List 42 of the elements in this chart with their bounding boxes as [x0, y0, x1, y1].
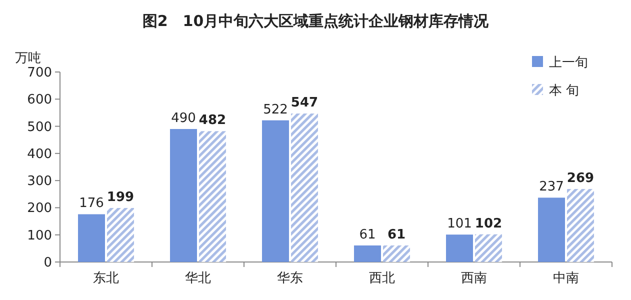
data-label: 490: [171, 111, 196, 126]
x-tick-label: 中南: [553, 271, 579, 286]
y-tick-label: 600: [27, 92, 52, 108]
bar: [199, 131, 226, 262]
data-label: 482: [198, 113, 226, 128]
bar: [262, 120, 289, 262]
bar: [107, 208, 134, 262]
bar: [354, 245, 381, 262]
bar: [383, 245, 410, 262]
y-tick-label: 500: [27, 120, 52, 135]
y-axis-title: 万吨: [15, 51, 41, 66]
bar: [475, 234, 502, 262]
data-label: 269: [566, 170, 594, 186]
bar: [78, 214, 105, 262]
data-label: 522: [263, 102, 288, 118]
bar: [170, 129, 197, 262]
data-label: 547: [290, 96, 318, 111]
data-label: 61: [359, 227, 376, 242]
data-label: 102: [474, 216, 502, 232]
y-tick-label: 200: [27, 201, 52, 216]
data-label: 199: [106, 190, 134, 205]
legend-label: 本 旬: [549, 84, 580, 98]
bar: [538, 198, 565, 262]
legend-label: 上一旬: [549, 56, 588, 70]
bar: [291, 114, 318, 262]
data-label: 101: [447, 216, 472, 232]
chart-title: 图2 10月中旬六大区域重点统计企业钢材库存情况: [142, 12, 490, 30]
x-tick-label: 东北: [93, 271, 119, 286]
y-tick-label: 400: [27, 146, 52, 162]
data-label: 176: [79, 196, 104, 212]
bar: [446, 234, 473, 262]
x-tick-label: 华北: [185, 271, 211, 286]
y-tick-label: 0: [44, 256, 52, 270]
data-label: 237: [539, 180, 564, 195]
data-label: 61: [387, 227, 406, 242]
x-tick-label: 西北: [369, 271, 395, 286]
x-tick-label: 华东: [277, 271, 303, 286]
y-tick-label: 300: [27, 174, 52, 190]
y-tick-label: 700: [27, 66, 52, 80]
y-tick-label: 100: [27, 228, 52, 244]
bar: [567, 188, 594, 262]
x-tick-label: 西南: [461, 271, 487, 286]
